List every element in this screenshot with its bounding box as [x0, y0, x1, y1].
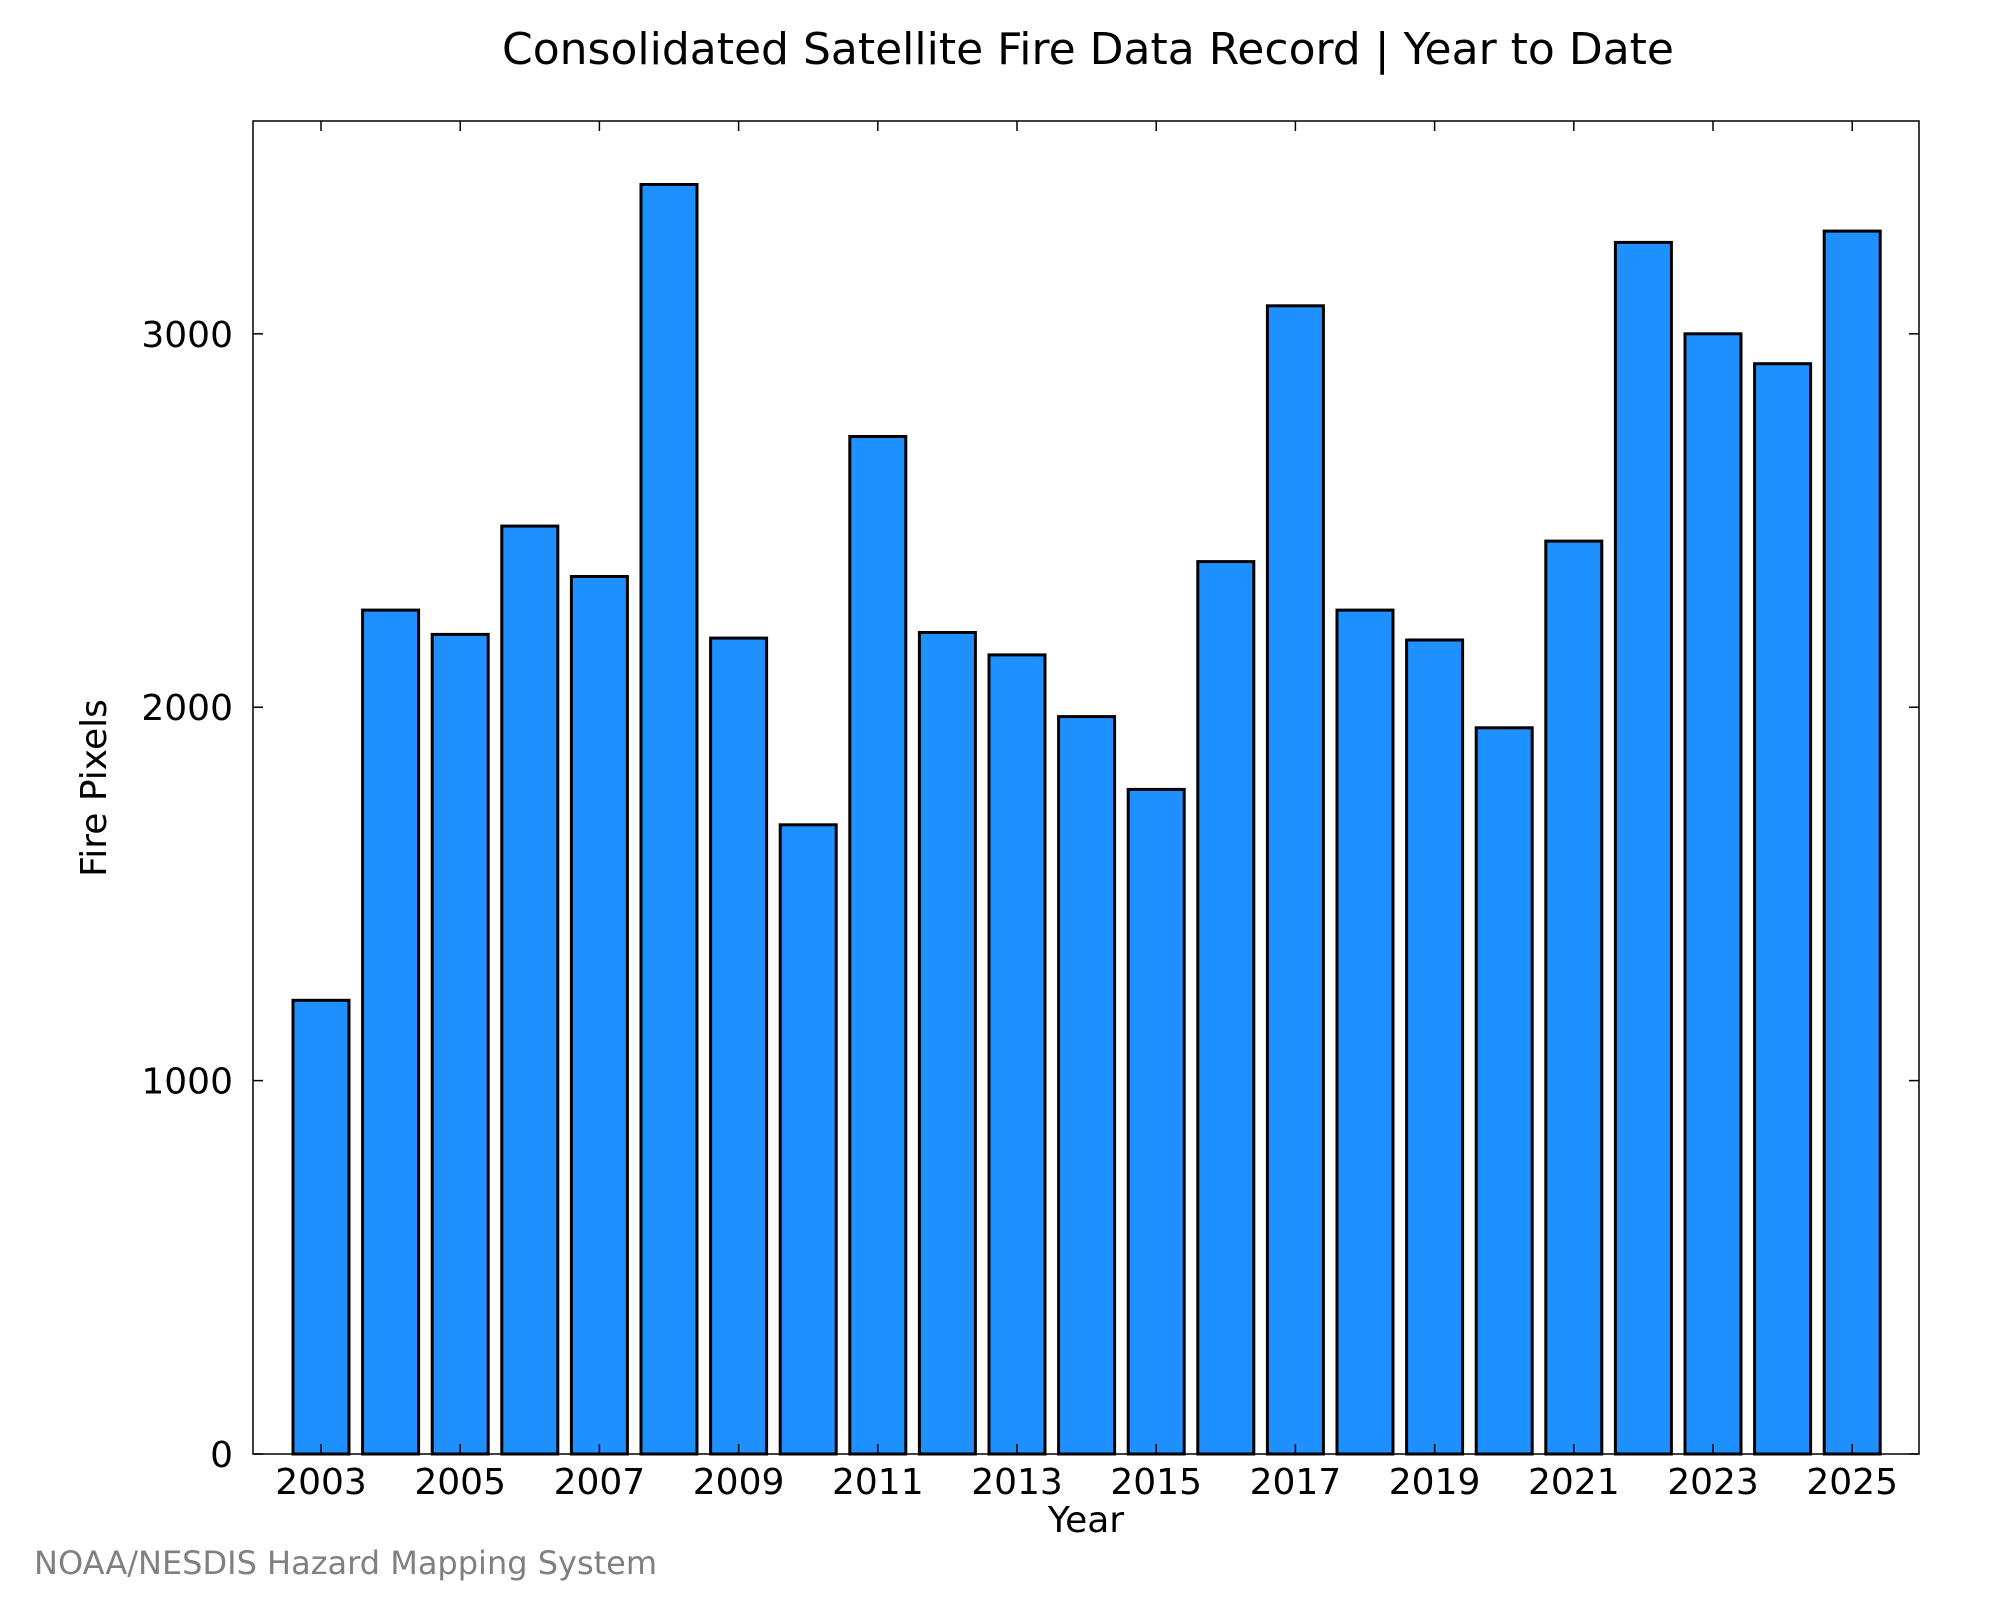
bar-2024: [1753, 362, 1813, 1456]
bar-2003: [291, 998, 351, 1456]
bar-2011: [848, 435, 908, 1456]
x-tick-label-2017: 2017: [1250, 1462, 1342, 1503]
x-tick-label-2015: 2015: [1110, 1462, 1202, 1503]
x-tick-label-2025: 2025: [1806, 1462, 1898, 1503]
bar-2018: [1335, 608, 1395, 1456]
y-tick-labels: 0 1000 2000 3000: [141, 315, 233, 1476]
bar-2005: [430, 632, 490, 1456]
y-tick-label-1000: 1000: [141, 1062, 233, 1103]
bar-2013: [987, 653, 1047, 1456]
bars: [291, 183, 1882, 1456]
x-tick-label-2021: 2021: [1528, 1462, 1620, 1503]
x-tick-label-2007: 2007: [554, 1462, 646, 1503]
x-tick-label-2009: 2009: [693, 1462, 785, 1503]
bar-2008: [639, 183, 699, 1456]
bar-2007: [569, 575, 629, 1456]
bar-2017: [1265, 304, 1325, 1456]
x-axis-label: Year: [1047, 1500, 1124, 1541]
y-tick-label-3000: 3000: [141, 315, 233, 356]
y-tick-label-0: 0: [210, 1435, 233, 1476]
bar-2014: [1057, 715, 1117, 1456]
bar-2012: [917, 631, 977, 1456]
y-axis-label: Fire Pixels: [74, 699, 115, 877]
chart-title: Consolidated Satellite Fire Data Record …: [502, 24, 1674, 75]
bar-2015: [1126, 787, 1186, 1456]
bar-2025: [1822, 229, 1882, 1456]
x-tick-label-2013: 2013: [971, 1462, 1063, 1503]
x-tick-label-2019: 2019: [1389, 1462, 1481, 1503]
bar-2023: [1683, 332, 1743, 1456]
bar-2022: [1613, 240, 1673, 1456]
plot-frame: [252, 120, 1920, 1455]
x-tick-label-2011: 2011: [832, 1462, 924, 1503]
y-tick-label-2000: 2000: [141, 688, 233, 729]
bar-2009: [709, 636, 769, 1456]
x-tick-label-2005: 2005: [414, 1462, 506, 1503]
bar-2019: [1405, 638, 1465, 1456]
x-tick-labels: 2003 2005 2007 2009 2011 2013 2015 2017 2019 2021…: [275, 1462, 1898, 1503]
bar-2021: [1544, 539, 1604, 1456]
bar-2004: [361, 608, 421, 1456]
credit-text: NOAA/NESDIS Hazard Mapping System: [34, 1544, 657, 1582]
x-tick-label-2003: 2003: [275, 1462, 367, 1503]
bar-2010: [778, 823, 838, 1456]
bar-2016: [1196, 560, 1256, 1456]
bar-2020: [1474, 726, 1534, 1456]
x-tick-label-2023: 2023: [1667, 1462, 1759, 1503]
bar-2006: [500, 524, 560, 1456]
